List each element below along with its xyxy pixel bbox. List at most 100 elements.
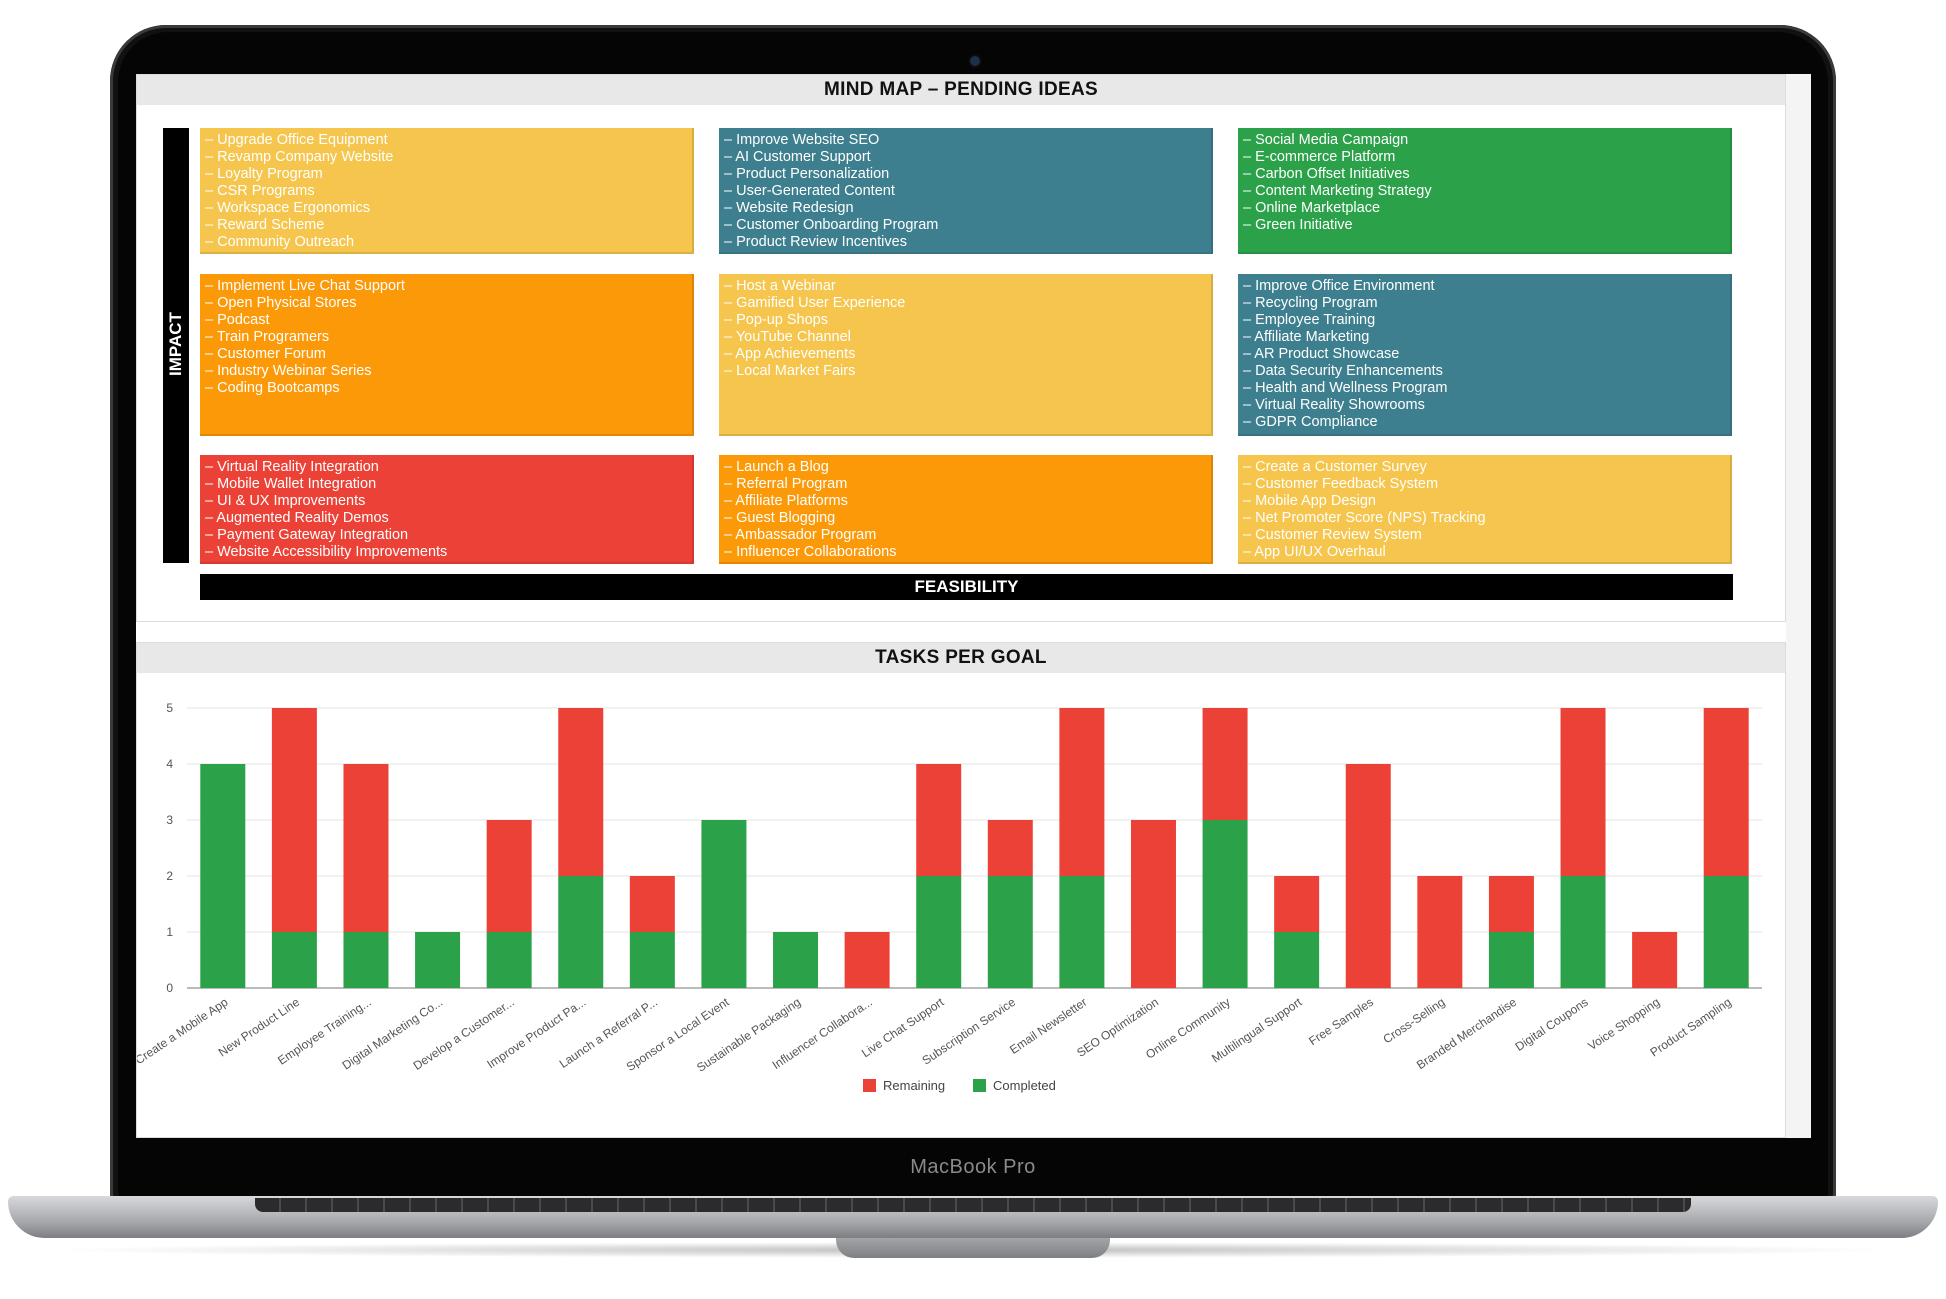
x-tick-label: Voice Shopping xyxy=(1585,995,1662,1053)
idea-cell: Improve Website SEOAI Customer SupportPr… xyxy=(719,128,1213,254)
bar-remaining xyxy=(343,764,389,932)
idea-item: Recycling Program xyxy=(1243,295,1726,312)
idea-item: Train Programers xyxy=(205,329,688,346)
idea-item: Local Market Fairs xyxy=(724,363,1207,380)
idea-cell: Host a WebinarGamified User ExperiencePo… xyxy=(719,274,1213,436)
idea-item: Industry Webinar Series xyxy=(205,363,688,380)
idea-item: Data Security Enhancements xyxy=(1243,363,1726,380)
idea-item: YouTube Channel xyxy=(724,329,1207,346)
device-brand-label: MacBook Pro xyxy=(910,1156,1036,1178)
laptop-screen: MIND MAP – PENDING IDEAS IMPACT Upgrade … xyxy=(136,74,1811,1138)
impact-axis-label: IMPACT xyxy=(166,312,185,376)
bar-remaining xyxy=(844,932,890,988)
idea-item: Community Outreach xyxy=(205,234,688,251)
scrollbar-track[interactable] xyxy=(1786,74,1811,1138)
idea-list: Social Media CampaignE-commerce Platform… xyxy=(1243,132,1726,234)
idea-item: Augmented Reality Demos xyxy=(205,510,688,527)
bar-remaining xyxy=(987,820,1033,876)
idea-item: Carbon Offset Initiatives xyxy=(1243,166,1726,183)
bar-remaining xyxy=(1560,708,1606,876)
tasks-per-goal-panel: TASKS PER GOAL 0 1 2 3 4 5 Create a Mobile App… xyxy=(136,642,1786,1138)
idea-item: UI & UX Improvements xyxy=(205,493,688,510)
bar-remaining xyxy=(1488,876,1534,932)
tasks-per-goal-title: TASKS PER GOAL xyxy=(137,643,1785,673)
idea-item: Website Accessibility Improvements xyxy=(205,544,688,561)
idea-item: Gamified User Experience xyxy=(724,295,1207,312)
bar-completed xyxy=(629,932,675,988)
idea-item: Health and Wellness Program xyxy=(1243,380,1726,397)
legend-swatch-remaining xyxy=(863,1079,876,1092)
idea-item: AI Customer Support xyxy=(724,149,1207,166)
y-tick-label: 0 xyxy=(166,981,173,995)
bar-completed xyxy=(773,932,819,988)
x-tick-label: Free Samples xyxy=(1306,995,1376,1048)
bar-completed xyxy=(1703,876,1749,988)
idea-item: Mobile Wallet Integration xyxy=(205,476,688,493)
y-tick-label: 5 xyxy=(166,701,173,715)
idea-item: GDPR Compliance xyxy=(1243,414,1726,431)
idea-list: Launch a BlogReferral ProgramAffiliate P… xyxy=(724,459,1207,561)
bar-remaining xyxy=(1632,932,1678,988)
bar-remaining xyxy=(1202,708,1248,820)
idea-cell: Implement Live Chat SupportOpen Physical… xyxy=(200,274,694,436)
laptop-notch xyxy=(836,1238,1110,1258)
y-tick-label: 4 xyxy=(166,757,173,771)
bar-completed xyxy=(1274,932,1320,988)
bar-completed xyxy=(1059,876,1105,988)
idea-cell: Create a Customer SurveyCustomer Feedbac… xyxy=(1238,455,1732,564)
x-tick-label: Cross-Selling xyxy=(1381,995,1448,1047)
idea-item: Referral Program xyxy=(724,476,1207,493)
bar-completed xyxy=(987,876,1033,988)
idea-item: Pop-up Shops xyxy=(724,312,1207,329)
idea-list: Improve Website SEOAI Customer SupportPr… xyxy=(724,132,1207,251)
bar-completed xyxy=(916,876,962,988)
bar-remaining xyxy=(1345,764,1391,988)
idea-item: Virtual Reality Integration xyxy=(205,459,688,476)
idea-item: Customer Forum xyxy=(205,346,688,363)
idea-item: Influencer Collaborations xyxy=(724,544,1207,561)
idea-item: Affiliate Marketing xyxy=(1243,329,1726,346)
bar-completed xyxy=(1202,820,1248,988)
idea-item: User-Generated Content xyxy=(724,183,1207,200)
legend-label-completed: Completed xyxy=(993,1078,1056,1093)
idea-cell: Virtual Reality IntegrationMobile Wallet… xyxy=(200,455,694,564)
bar-remaining xyxy=(486,820,532,932)
idea-item: Workspace Ergonomics xyxy=(205,200,688,217)
bar-completed xyxy=(1488,932,1534,988)
y-tick-label: 3 xyxy=(166,813,173,827)
bar-completed xyxy=(486,932,532,988)
x-tick-label: Digital Coupons xyxy=(1513,995,1591,1054)
idea-item: Improve Website SEO xyxy=(724,132,1207,149)
idea-list: Improve Office EnvironmentRecycling Prog… xyxy=(1243,278,1726,431)
idea-item: Employee Training xyxy=(1243,312,1726,329)
idea-item: Product Review Incentives xyxy=(724,234,1207,251)
legend-swatch-completed xyxy=(973,1079,986,1092)
y-tick-label: 2 xyxy=(166,869,173,883)
idea-item: Product Personalization xyxy=(724,166,1207,183)
bar-remaining xyxy=(1130,820,1176,988)
idea-item: Affiliate Platforms xyxy=(724,493,1207,510)
idea-item: Green Initiative xyxy=(1243,217,1726,234)
idea-list: Virtual Reality IntegrationMobile Wallet… xyxy=(205,459,688,561)
idea-item: Reward Scheme xyxy=(205,217,688,234)
idea-item: Customer Onboarding Program xyxy=(724,217,1207,234)
idea-list: Create a Customer SurveyCustomer Feedbac… xyxy=(1243,459,1726,561)
impact-axis-bar: IMPACT xyxy=(163,128,189,563)
bar-remaining xyxy=(629,876,675,932)
bar-completed xyxy=(415,932,461,988)
mind-map-panel: MIND MAP – PENDING IDEAS IMPACT Upgrade … xyxy=(136,74,1786,622)
bar-remaining xyxy=(558,708,604,876)
idea-item: CSR Programs xyxy=(205,183,688,200)
idea-item: Coding Bootcamps xyxy=(205,380,688,397)
idea-item: Mobile App Design xyxy=(1243,493,1726,510)
bar-remaining xyxy=(1059,708,1105,876)
bar-remaining xyxy=(271,708,317,932)
feasibility-axis-bar: FEASIBILITY xyxy=(200,574,1733,600)
bar-remaining xyxy=(1274,876,1320,932)
bar-completed xyxy=(701,820,747,988)
idea-item: Customer Review System xyxy=(1243,527,1726,544)
bar-completed xyxy=(271,932,317,988)
idea-item: Create a Customer Survey xyxy=(1243,459,1726,476)
idea-cell: Upgrade Office EquipmentRevamp Company W… xyxy=(200,128,694,254)
